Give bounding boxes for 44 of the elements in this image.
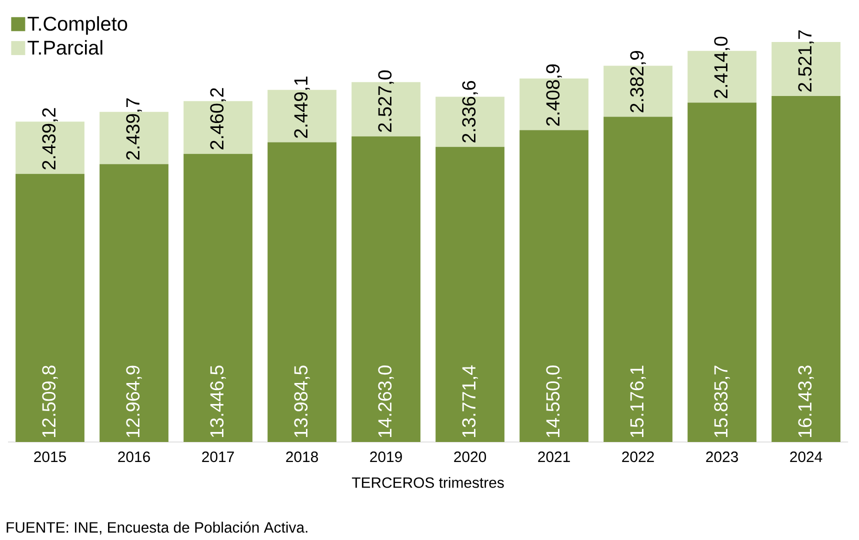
data-label: 13.771,4 bbox=[462, 365, 478, 438]
x-tick-label: 2018 bbox=[286, 452, 318, 462]
bar bbox=[100, 164, 168, 442]
data-label: 2.521,7 bbox=[798, 30, 814, 92]
x-tick-label: 2020 bbox=[454, 452, 486, 462]
data-label: 2.414,0 bbox=[714, 36, 730, 98]
data-label: 2.408,9 bbox=[546, 64, 562, 126]
legend-label: T.Completo bbox=[28, 16, 128, 35]
x-tick-label: 2024 bbox=[790, 452, 822, 462]
x-tick-label: 2017 bbox=[202, 452, 234, 462]
x-tick-label: 2015 bbox=[34, 452, 66, 462]
data-label: 2.449,1 bbox=[294, 76, 310, 138]
data-label: 2.460,2 bbox=[210, 88, 226, 150]
bar bbox=[604, 116, 672, 442]
x-tick-label: 2023 bbox=[706, 452, 738, 462]
bar bbox=[520, 130, 588, 442]
data-label: 2.439,2 bbox=[42, 108, 58, 170]
bar bbox=[688, 102, 756, 442]
source-note: FUENTE: INE, Encuesta de Población Activa. bbox=[6, 522, 308, 534]
data-label: 16.143,3 bbox=[798, 366, 814, 438]
data-label: 13.984,5 bbox=[294, 366, 310, 438]
bar bbox=[184, 154, 252, 442]
x-tick-label: 2021 bbox=[538, 452, 570, 462]
data-label: 2.439,7 bbox=[126, 98, 142, 160]
bar bbox=[772, 96, 840, 442]
bar bbox=[352, 136, 420, 442]
data-label: 2.382,9 bbox=[630, 50, 646, 112]
bar bbox=[16, 174, 84, 442]
data-label: 2.527,0 bbox=[378, 70, 394, 132]
data-label: 15.176,1 bbox=[630, 366, 646, 438]
data-label: 12.509,8 bbox=[42, 366, 58, 438]
bar bbox=[436, 146, 504, 442]
legend-label: T.Parcial bbox=[28, 40, 102, 55]
x-axis-title: TERCEROS trimestres bbox=[352, 476, 504, 488]
data-label: 13.446,5 bbox=[210, 366, 226, 438]
bar bbox=[268, 142, 336, 442]
data-label: 14.550,0 bbox=[546, 366, 562, 438]
x-tick-label: 2019 bbox=[370, 452, 402, 462]
x-tick-label: 2016 bbox=[118, 452, 150, 462]
data-label: 14.263,0 bbox=[378, 366, 394, 438]
data-label: 12.964,9 bbox=[126, 366, 142, 438]
data-label: 15.835,7 bbox=[714, 366, 730, 438]
x-tick-label: 2022 bbox=[622, 452, 654, 462]
data-label: 2.336,6 bbox=[462, 81, 478, 142]
